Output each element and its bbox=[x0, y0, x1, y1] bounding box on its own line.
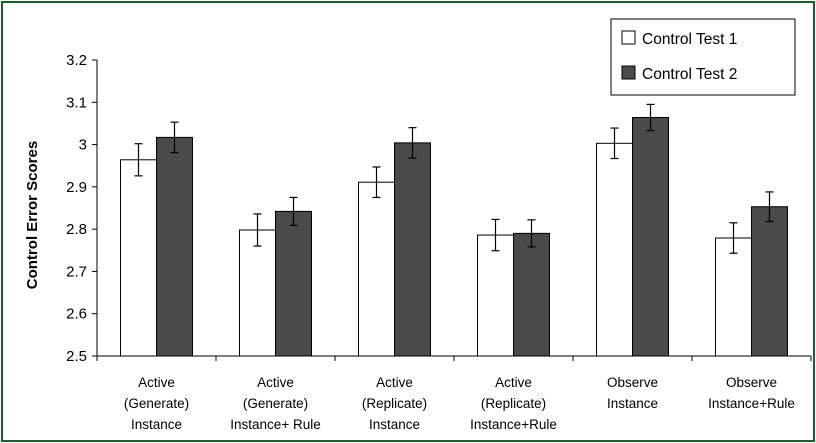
category-label: Active (Replicate) Instance+Rule bbox=[470, 375, 557, 432]
category-label: Active (Generate) Instance+ Rule bbox=[230, 375, 320, 432]
bars bbox=[120, 117, 788, 357]
bar-control-test-1 bbox=[715, 237, 752, 357]
category-label: Active (Generate) Instance bbox=[124, 375, 189, 432]
category-label-line: Instance+ Rule bbox=[230, 417, 320, 432]
category-label-line: Instance bbox=[369, 417, 420, 432]
legend: Control Test 1 Control Test 2 bbox=[610, 18, 796, 96]
category-label-line: Observe bbox=[607, 375, 658, 390]
category-label-line: Instance+Rule bbox=[708, 396, 795, 411]
bar-control-test-1 bbox=[596, 142, 633, 357]
category-label-line: (Replicate) bbox=[362, 396, 427, 411]
category-labels: Active (Generate) Instance Active (Generate)… bbox=[124, 375, 795, 432]
axes bbox=[92, 59, 812, 361]
category-label: Observe Instance+Rule bbox=[708, 375, 795, 411]
bar-control-test-1 bbox=[477, 234, 514, 357]
category-label-line: (Replicate) bbox=[481, 396, 546, 411]
category-label-line: Instance+Rule bbox=[470, 417, 557, 432]
category-label-line: Active bbox=[376, 375, 413, 390]
bar-control-test-2 bbox=[513, 232, 550, 357]
category-label-line: Instance bbox=[607, 396, 658, 411]
bar-control-test-2 bbox=[156, 136, 193, 357]
legend-box bbox=[610, 18, 796, 96]
y-tick-label: 2.9 bbox=[66, 179, 87, 196]
bar-control-test-2 bbox=[394, 142, 431, 357]
y-axis-label: Control Error Scores bbox=[24, 141, 41, 289]
bar-control-test-1 bbox=[239, 229, 276, 357]
bar-control-test-2 bbox=[751, 206, 788, 357]
y-tick-label: 3.1 bbox=[66, 94, 87, 111]
y-tick-label: 2.8 bbox=[66, 221, 87, 238]
bar-control-test-1 bbox=[358, 181, 395, 357]
legend-swatch bbox=[621, 65, 636, 80]
category-label: Observe Instance bbox=[607, 375, 658, 411]
y-tick-labels: 2.5 2.6 2.7 2.8 2.9 3 3.1 3.2 bbox=[66, 52, 87, 365]
bar-control-test-2 bbox=[632, 117, 669, 357]
y-tick-label: 3 bbox=[79, 137, 87, 154]
error-bars bbox=[134, 103, 774, 254]
y-tick-label: 2.7 bbox=[66, 263, 87, 280]
category-label-line: (Generate) bbox=[124, 396, 189, 411]
category-label-line: Active bbox=[257, 375, 294, 390]
bar-control-test-2 bbox=[275, 210, 312, 357]
category-label-line: Active bbox=[138, 375, 175, 390]
legend-label: Control Test 1 bbox=[642, 31, 737, 48]
bar-chart: 2.5 2.6 2.7 2.8 2.9 3 3.1 3.2 Active (Generate) I… bbox=[24, 18, 812, 432]
category-label: Active (Replicate) Instance bbox=[362, 375, 427, 432]
category-label-line: (Generate) bbox=[243, 396, 308, 411]
category-label-line: Observe bbox=[726, 375, 777, 390]
y-tick-label: 2.5 bbox=[66, 348, 87, 365]
legend-swatch bbox=[621, 30, 636, 45]
y-tick-label: 3.2 bbox=[66, 52, 87, 69]
y-tick-label: 2.6 bbox=[66, 306, 87, 323]
bar-control-test-1 bbox=[120, 159, 157, 357]
category-label-line: Instance bbox=[131, 417, 182, 432]
legend-label: Control Test 2 bbox=[642, 66, 737, 83]
category-label-line: Active bbox=[495, 375, 532, 390]
